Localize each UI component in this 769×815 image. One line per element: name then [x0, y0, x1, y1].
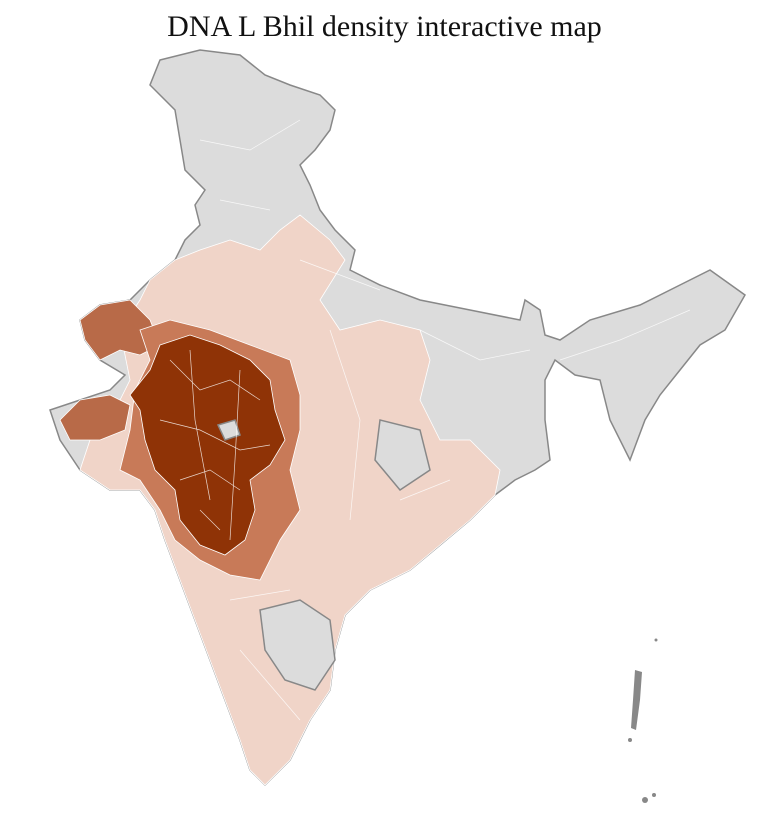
region-none [259, 599, 336, 691]
island [642, 797, 648, 803]
island [631, 670, 642, 730]
region-none [374, 419, 431, 491]
region-medium [59, 394, 131, 441]
district-lines [159, 119, 691, 721]
island [652, 793, 656, 797]
region-none [216, 419, 241, 441]
map-title: DNA L Bhil density interactive map [167, 10, 602, 43]
island [654, 638, 658, 642]
island [628, 738, 632, 742]
region-high [129, 334, 286, 556]
